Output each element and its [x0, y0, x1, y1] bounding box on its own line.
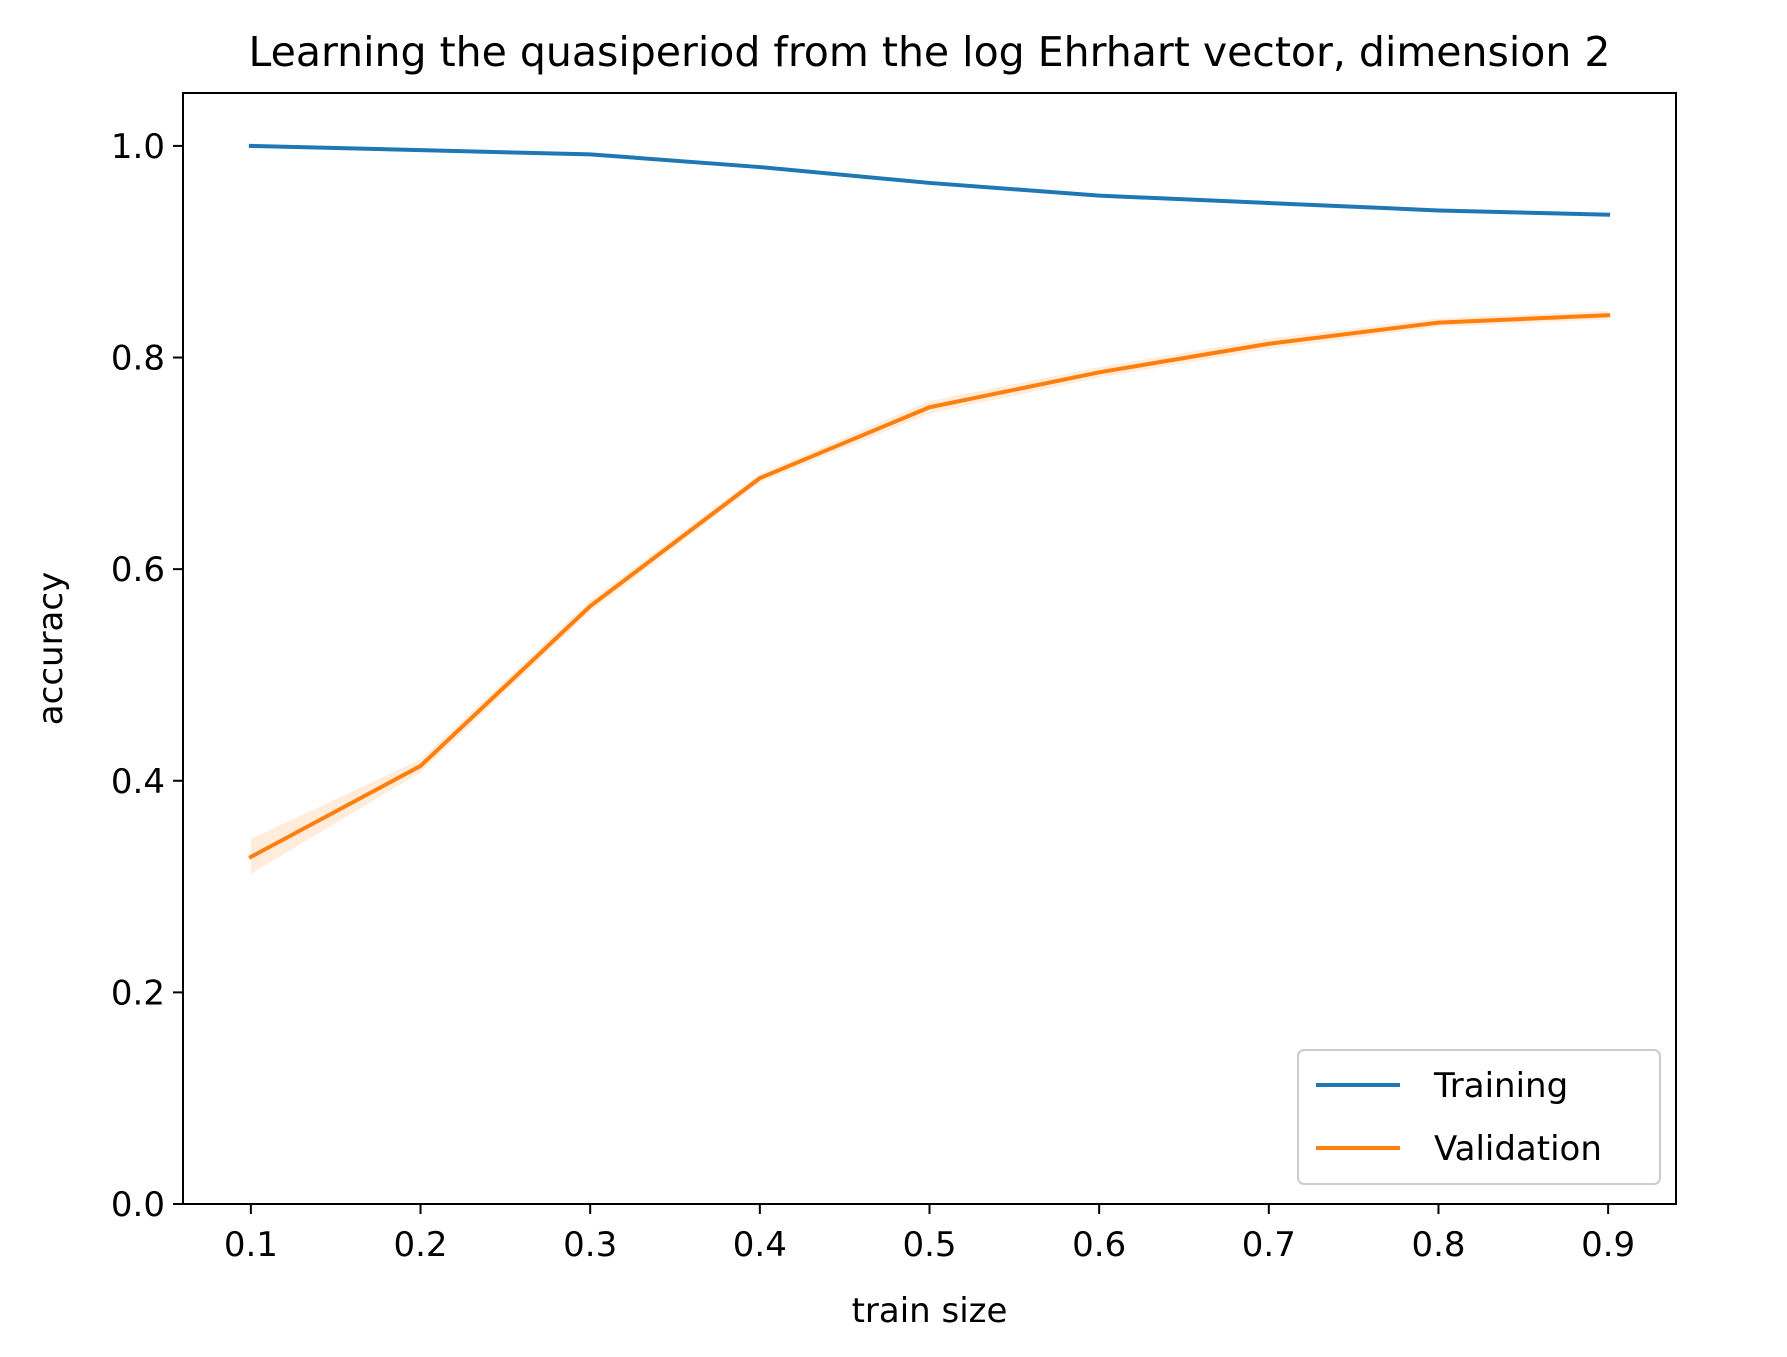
x-axis-label: train size [852, 1291, 1008, 1331]
x-tick-label: 0.1 [224, 1225, 278, 1265]
x-tick-label: 0.3 [563, 1225, 617, 1265]
legend-label-training: Training [1433, 1066, 1568, 1106]
y-tick-label: 0.2 [111, 973, 165, 1013]
x-tick-label: 0.8 [1411, 1225, 1465, 1265]
y-tick-label: 0.8 [111, 339, 165, 379]
x-tick-label: 0.7 [1242, 1225, 1296, 1265]
series-lines [248, 143, 1611, 860]
x-axis-ticks: 0.1 0.2 0.3 0.4 0.5 0.6 0.7 0.8 0.9 [224, 1204, 1635, 1265]
legend: Training Validation [1297, 1049, 1661, 1185]
x-tick-label: 0.4 [733, 1225, 787, 1265]
chart-title: Learning the quasiperiod from the log Eh… [249, 28, 1611, 76]
y-tick-label: 0.0 [111, 1185, 165, 1225]
y-tick-label: 0.6 [111, 550, 165, 590]
y-tick-label: 1.0 [111, 127, 165, 167]
x-tick-label: 0.9 [1581, 1225, 1635, 1265]
x-tick-label: 0.5 [902, 1225, 956, 1265]
training-line [248, 143, 1611, 217]
validation-line [248, 313, 1611, 860]
legend-label-validation: Validation [1434, 1129, 1602, 1169]
y-tick-label: 0.4 [111, 762, 165, 802]
x-tick-label: 0.2 [393, 1225, 447, 1265]
x-tick-label: 0.6 [1072, 1225, 1126, 1265]
y-axis-label: accuracy [31, 572, 71, 725]
y-axis-ticks: 0.0 0.2 0.4 0.6 0.8 1.0 [111, 127, 183, 1225]
